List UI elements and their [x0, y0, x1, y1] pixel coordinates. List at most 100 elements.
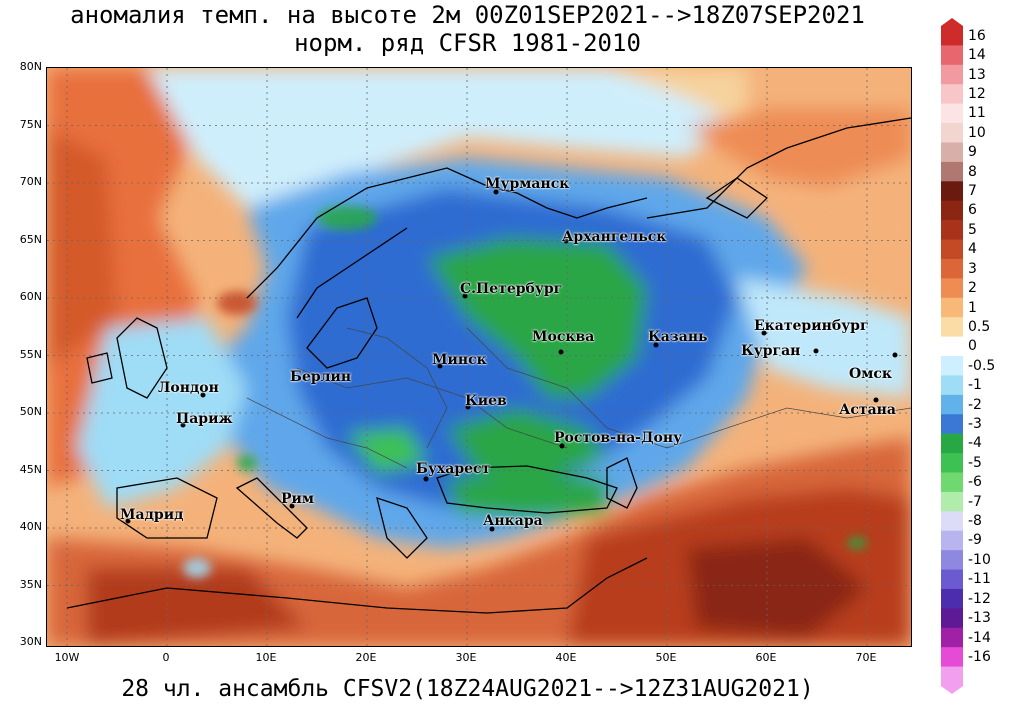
city-label-london: Лондон	[158, 380, 219, 396]
legend-label: -16	[968, 648, 991, 665]
city-marker-ekaterinburg	[761, 330, 767, 336]
city-marker-london	[200, 392, 206, 398]
legend-label: -1	[968, 377, 982, 394]
city-label-paris: Париж	[176, 411, 233, 427]
legend-swatch	[941, 627, 963, 648]
legend-swatch	[941, 491, 963, 512]
city-label-omsk: Омск	[849, 366, 892, 382]
legend-label: -0.5	[968, 357, 996, 374]
city-marker-murmansk	[493, 189, 499, 195]
legend-colorbar	[941, 18, 963, 694]
city-label-rostov: Ростов-на-Дону	[554, 430, 683, 446]
legend-label: -8	[968, 513, 982, 529]
city-marker-st-petersburg	[462, 293, 468, 299]
lon-label-70e: 70E	[855, 651, 877, 664]
legend-swatch	[941, 84, 963, 105]
lat-label-45n: 45N	[19, 463, 42, 476]
legend-swatch	[941, 375, 963, 396]
city-marker-astana	[873, 397, 879, 403]
legend-swatch	[941, 297, 963, 318]
lat-label-70n: 70N	[19, 175, 42, 188]
legend-swatch	[941, 239, 963, 260]
legend-swatch	[941, 64, 963, 85]
lon-label-10e: 10E	[255, 651, 277, 664]
city-label-arkhangelsk: Архангельск	[562, 229, 667, 245]
legend-swatch	[941, 26, 963, 46]
city-label-murmansk: Мурманск	[485, 176, 570, 192]
lat-label-40n: 40N	[19, 520, 42, 533]
legend-swatch	[941, 511, 963, 532]
lon-label-20e: 20E	[355, 651, 377, 664]
city-marker-moscow	[558, 349, 564, 355]
legend-swatch	[941, 588, 963, 609]
lon-label-0: 0	[162, 651, 170, 664]
city-marker-arkhangelsk	[563, 238, 569, 244]
city-label-kazan: Казань	[648, 329, 708, 345]
legend-label: 0.5	[968, 318, 991, 335]
city-marker-omsk	[892, 352, 898, 358]
legend-label: -4	[968, 435, 982, 452]
lon-label-50e: 50E	[655, 651, 677, 664]
legend-swatch	[941, 550, 963, 571]
city-marker-kazan	[653, 342, 659, 348]
city-marker-kiev	[465, 404, 471, 410]
legend-swatch	[941, 142, 963, 163]
legend-swatch	[941, 569, 963, 590]
city-marker-madrid	[125, 518, 131, 524]
legend-swatch	[941, 161, 963, 182]
legend-label: 9	[968, 144, 977, 161]
legend-swatch	[941, 530, 963, 551]
color-legend	[939, 18, 965, 694]
lon-label-10w: 10W	[54, 651, 80, 664]
city-marker-rostov	[559, 443, 565, 449]
legend-swatch	[941, 317, 963, 338]
legend-top-arrow	[941, 18, 963, 26]
city-label-kurgan: Курган	[741, 343, 801, 359]
legend-label: 4	[968, 241, 977, 258]
legend-swatch	[941, 123, 963, 143]
map-title-line1: аномалия темп. на высоте 2м 00Z01SEP2021…	[70, 1, 865, 29]
legend-label: 10	[968, 124, 986, 141]
lat-label-65n: 65N	[19, 233, 42, 246]
legend-label: 6	[968, 202, 977, 219]
legend-swatch	[941, 608, 963, 629]
legend-swatch	[941, 45, 963, 66]
city-label-madrid: Мадрид	[120, 507, 184, 523]
lat-label-55n: 55N	[19, 348, 42, 361]
legend-label: 13	[968, 66, 986, 83]
legend-label: 3	[968, 260, 977, 277]
legend-label: -3	[968, 415, 982, 432]
legend-label: 2	[968, 280, 977, 297]
anomaly-map	[46, 67, 912, 647]
city-marker-ankara	[489, 526, 495, 532]
map-canvas	[47, 68, 911, 646]
lat-label-75n: 75N	[19, 118, 42, 131]
legend-swatch	[941, 103, 963, 124]
city-label-rome: Рим	[281, 491, 315, 507]
lat-label-80n: 80N	[19, 60, 42, 73]
legend-swatch	[941, 336, 963, 357]
lat-label-50n: 50N	[19, 405, 42, 418]
legend-swatch	[941, 200, 963, 221]
legend-label: -11	[968, 571, 991, 588]
legend-label: -14	[968, 629, 991, 646]
lat-label-35n: 35N	[19, 578, 42, 591]
legend-label: 5	[968, 221, 977, 238]
legend-swatch	[941, 472, 963, 493]
city-label-kiev: Киев	[465, 393, 507, 409]
legend-swatch	[941, 356, 963, 376]
city-marker-kurgan	[813, 348, 819, 354]
legend-swatch	[941, 394, 963, 415]
legend-label: -12	[968, 590, 991, 607]
legend-swatch	[941, 433, 963, 454]
legend-label: 7	[968, 183, 977, 199]
ensemble-footer: 28 чл. ансамбль CFSV2(18Z24AUG2021-->12Z…	[121, 676, 814, 702]
legend-label: -9	[968, 532, 982, 549]
lon-label-40e: 40E	[555, 651, 577, 664]
city-label-bucharest: Бухарест	[416, 461, 491, 477]
legend-label: 16	[968, 27, 986, 44]
city-marker-paris	[180, 422, 186, 428]
legend-label: -7	[968, 493, 982, 510]
city-label-ankara: Анкара	[483, 513, 543, 529]
lon-label-60e: 60E	[755, 651, 777, 664]
